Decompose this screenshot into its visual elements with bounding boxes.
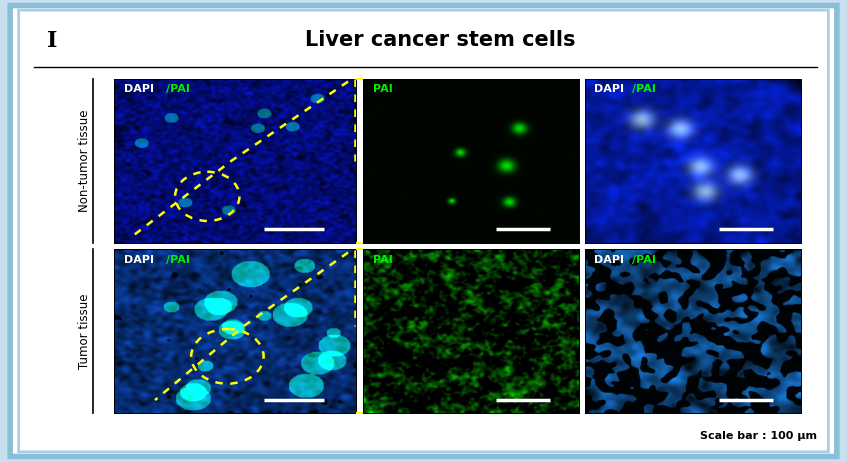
Text: /PAI: /PAI [632, 255, 656, 265]
Text: PAI: PAI [374, 84, 393, 94]
Text: DAPI: DAPI [124, 84, 154, 94]
FancyBboxPatch shape [10, 6, 837, 456]
Text: Liver cancer stem cells: Liver cancer stem cells [305, 30, 576, 50]
Text: PAI: PAI [374, 255, 393, 265]
Text: /PAI: /PAI [166, 255, 190, 265]
Text: Tumor tissue: Tumor tissue [78, 294, 91, 369]
Text: DAPI: DAPI [594, 255, 624, 265]
Text: /PAI: /PAI [632, 84, 656, 94]
Text: /PAI: /PAI [166, 84, 190, 94]
Text: Scale bar : 100 μm: Scale bar : 100 μm [700, 431, 817, 441]
Text: DAPI: DAPI [124, 255, 154, 265]
Text: DAPI: DAPI [594, 84, 624, 94]
Text: I: I [47, 30, 57, 52]
Text: Non-tumor tissue: Non-tumor tissue [78, 109, 91, 212]
